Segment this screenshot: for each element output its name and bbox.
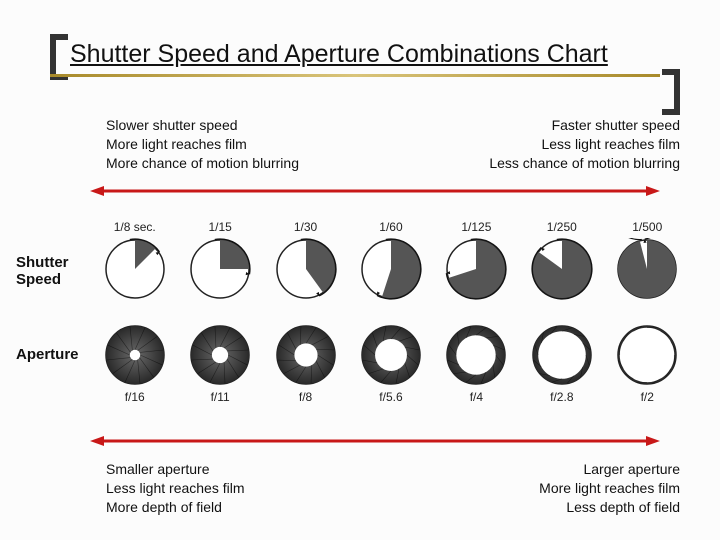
bracket-right (662, 69, 680, 115)
caption-top-left: Slower shutter speed More light reaches … (106, 116, 299, 173)
shutter-speed-label: 1/60 (379, 220, 402, 234)
chart-column: 1/15 f/11 (177, 220, 262, 404)
aperture-iris-icon (616, 324, 678, 386)
shutter-dial-icon (616, 238, 678, 300)
shutter-dial-icon (275, 238, 337, 300)
shutter-dial-icon (360, 238, 422, 300)
shutter-dial-icon (104, 238, 166, 300)
shutter-speed-label: 1/15 (208, 220, 231, 234)
caption-line: More light reaches film (539, 479, 680, 498)
caption-line: Less light reaches film (106, 479, 245, 498)
chart-column: 1/60 f/5.6 (348, 220, 433, 404)
chart-column: 1/30 f/8 (263, 220, 348, 404)
caption-line: More light reaches film (106, 135, 299, 154)
caption-line: Less depth of field (539, 498, 680, 517)
aperture-iris-icon (445, 324, 507, 386)
caption-line: Less chance of motion blurring (489, 154, 680, 173)
aperture-label: f/2.8 (550, 390, 573, 404)
caption-line: Slower shutter speed (106, 116, 299, 135)
shutter-speed-label: 1/125 (461, 220, 491, 234)
page-title: Shutter Speed and Aperture Combinations … (70, 34, 660, 69)
aperture-iris-icon (275, 324, 337, 386)
aperture-iris-icon (189, 324, 251, 386)
caption-bottom-right: Larger aperture More light reaches film … (539, 460, 680, 517)
aperture-label: f/2 (641, 390, 654, 404)
shutter-dial-icon (445, 238, 507, 300)
caption-line: More depth of field (106, 498, 245, 517)
shutter-speed-label: 1/8 sec. (114, 220, 156, 234)
aperture-label: f/8 (299, 390, 312, 404)
caption-line: Larger aperture (539, 460, 680, 479)
aperture-label: f/16 (125, 390, 145, 404)
title-underline (50, 74, 660, 77)
caption-bottom-left: Smaller aperture Less light reaches film… (106, 460, 245, 517)
chart-column: 1/500 f/2 (605, 220, 690, 404)
chart-column: 1/125 f/4 (434, 220, 519, 404)
chart-grid: 1/8 sec. f/16 1/15 (92, 220, 690, 420)
shutter-speed-label: 1/30 (294, 220, 317, 234)
row-label-shutter: ShutterSpeed (16, 254, 86, 288)
caption-line: Faster shutter speed (489, 116, 680, 135)
aperture-label: f/4 (470, 390, 483, 404)
shutter-speed-label: 1/500 (632, 220, 662, 234)
chart-column: 1/8 sec. f/16 (92, 220, 177, 404)
shutter-speed-label: 1/250 (547, 220, 577, 234)
caption-line: Smaller aperture (106, 460, 245, 479)
aperture-iris-icon (104, 324, 166, 386)
shutter-dial-icon (531, 238, 593, 300)
caption-top-right: Faster shutter speed Less light reaches … (489, 116, 680, 173)
aperture-iris-icon (531, 324, 593, 386)
shutter-dial-icon (189, 238, 251, 300)
arrow-top (90, 184, 660, 198)
caption-line: Less light reaches film (489, 135, 680, 154)
aperture-label: f/11 (211, 390, 230, 404)
arrow-bottom (90, 434, 660, 448)
row-label-aperture: Aperture (16, 346, 86, 363)
caption-line: More chance of motion blurring (106, 154, 299, 173)
chart-column: 1/250 f/2.8 (519, 220, 604, 404)
aperture-iris-icon (360, 324, 422, 386)
aperture-label: f/5.6 (379, 390, 402, 404)
